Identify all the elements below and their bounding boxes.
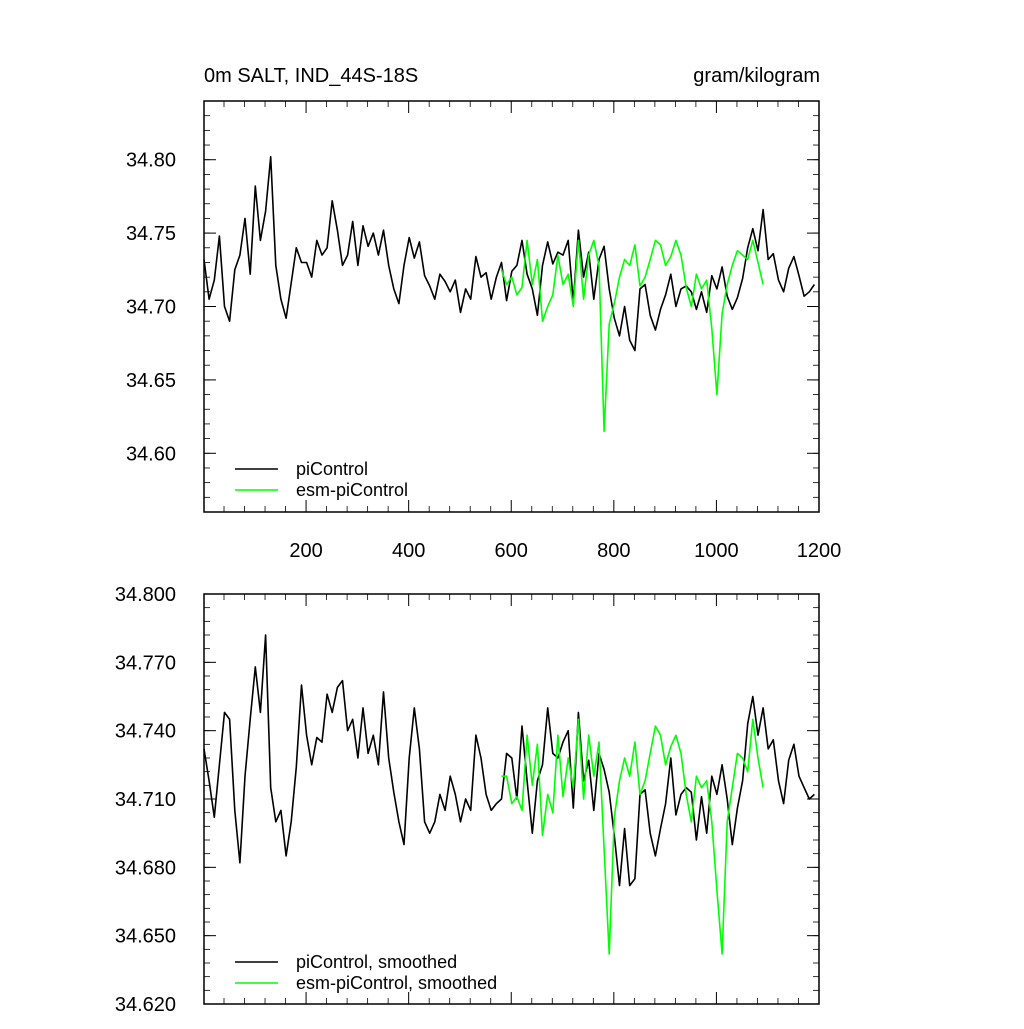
top-plot-marks: 34.60 34.65 34.70 34.75 34.80 200 400 600 800 100… bbox=[126, 100, 842, 562]
bottom-ytick-label: 34.770 bbox=[115, 652, 176, 674]
top-series-picontrol bbox=[203, 156, 816, 352]
top-series-esm-picontrol bbox=[500, 239, 764, 433]
top-xtick-label: 600 bbox=[495, 540, 528, 562]
top-plot-frame bbox=[203, 100, 820, 513]
legend-label-picontrol-smoothed: piControl, smoothed bbox=[296, 952, 457, 972]
bottom-ytick-label: 34.800 bbox=[115, 584, 176, 606]
top-ytick-label: 34.75 bbox=[126, 223, 176, 245]
top-ytick-label: 34.80 bbox=[126, 150, 176, 172]
bottom-ytick-label: 34.680 bbox=[115, 857, 176, 879]
legend-label-esm-picontrol: esm-piControl bbox=[296, 480, 408, 500]
bottom-series-esm-picontrol-smoothed bbox=[501, 718, 764, 955]
top-units: gram/kilogram bbox=[693, 65, 820, 87]
bottom-ytick-label: 34.650 bbox=[115, 926, 176, 948]
bottom-ytick-label: 34.620 bbox=[115, 994, 176, 1016]
bottom-series-picontrol-smoothed bbox=[203, 634, 815, 887]
top-xtick-label: 400 bbox=[392, 540, 425, 562]
top-ytick-label: 34.60 bbox=[126, 443, 176, 465]
legend-label-esm-picontrol-smoothed: esm-piControl, smoothed bbox=[296, 973, 497, 993]
bottom-plot-marks: 34.620 34.650 34.680 34.710 34.740 34.770 34.8… bbox=[115, 584, 820, 1016]
legend-label-picontrol: piControl bbox=[296, 459, 368, 479]
top-title: 0m SALT, IND_44S-18S bbox=[204, 65, 418, 87]
bottom-ytick-label: 34.710 bbox=[115, 789, 176, 811]
top-ytick-label: 34.65 bbox=[126, 370, 176, 392]
top-xtick-label: 200 bbox=[289, 540, 322, 562]
top-xtick-label: 1200 bbox=[797, 540, 842, 562]
top-xtick-label: 800 bbox=[597, 540, 630, 562]
top-xtick-label: 1000 bbox=[694, 540, 739, 562]
top-ytick-label: 34.70 bbox=[126, 297, 176, 319]
bottom-ytick-label: 34.740 bbox=[115, 721, 176, 743]
top-legend: piControl esm-piControl bbox=[235, 459, 408, 500]
bottom-panel: 34.620 34.650 34.680 34.710 34.740 34.770 34.8… bbox=[115, 584, 820, 1016]
bottom-legend: piControl, smoothed esm-piControl, smoot… bbox=[235, 952, 497, 993]
top-panel: 0m SALT, IND_44S-18S gram/kilogram 34.60… bbox=[126, 65, 841, 562]
